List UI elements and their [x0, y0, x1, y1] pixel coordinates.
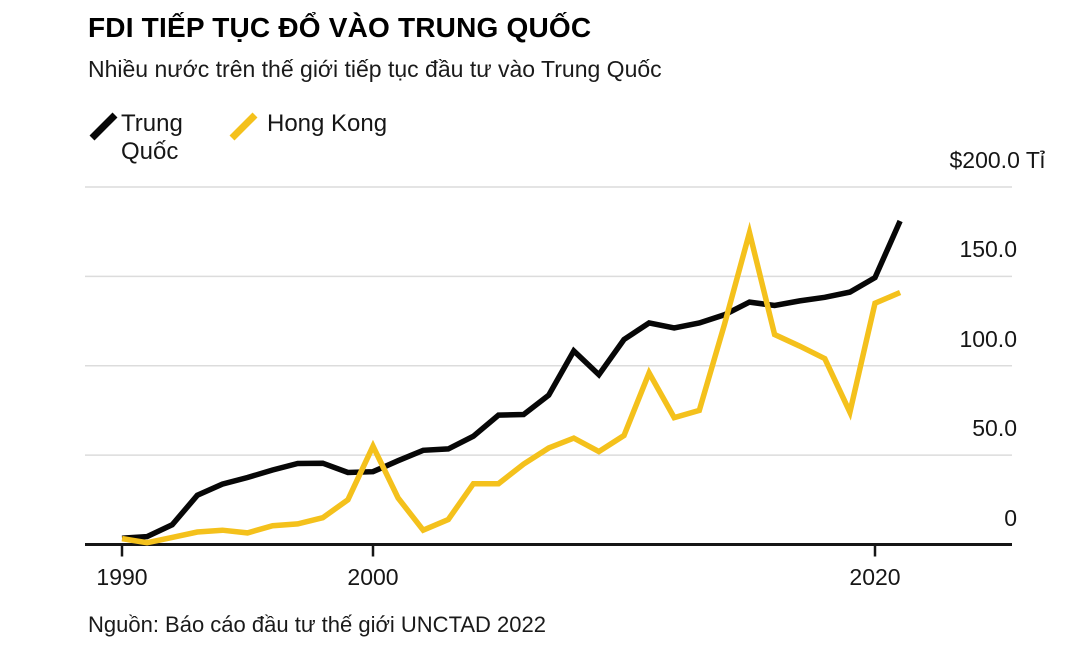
page-subtitle: Nhiều nước trên thế giới tiếp tục đầu tư… — [88, 56, 662, 82]
y-axis-label: $200.0 Tỉ — [949, 147, 1045, 173]
trung-quoc-line-swatch-icon — [89, 112, 118, 141]
x-axis-label: 1990 — [96, 564, 148, 590]
y-axis-label: 150.0 — [959, 236, 1017, 263]
series-line-hong-kong — [121, 221, 902, 546]
page-title: FDI TIẾP TỤC ĐỔ VÀO TRUNG QUỐC — [88, 12, 592, 43]
legend-label-hong-kong: Hong Kong — [267, 110, 388, 137]
chart-legend: Trung Quốc Hong Kong — [89, 110, 387, 166]
y-axis-label: 100.0 — [959, 325, 1017, 352]
hong-kong-line-swatch-icon — [229, 112, 258, 141]
legend-item-hong-kong: Hong Kong — [229, 110, 387, 142]
y-axis-label: 50.0 — [972, 415, 1017, 442]
y-axis-label: 0 — [1004, 504, 1017, 531]
source-note: Nguồn: Báo cáo đầu tư thế giới UNCTAD 20… — [88, 612, 546, 637]
x-axis-label: 2000 — [347, 564, 399, 590]
legend-label-trung-quoc: Trung Quốc — [121, 110, 183, 165]
series-line-trung-quốc — [121, 219, 903, 541]
legend-item-trung-quoc: Trung Quốc — [89, 110, 201, 166]
x-axis-label: 2020 — [849, 564, 901, 590]
